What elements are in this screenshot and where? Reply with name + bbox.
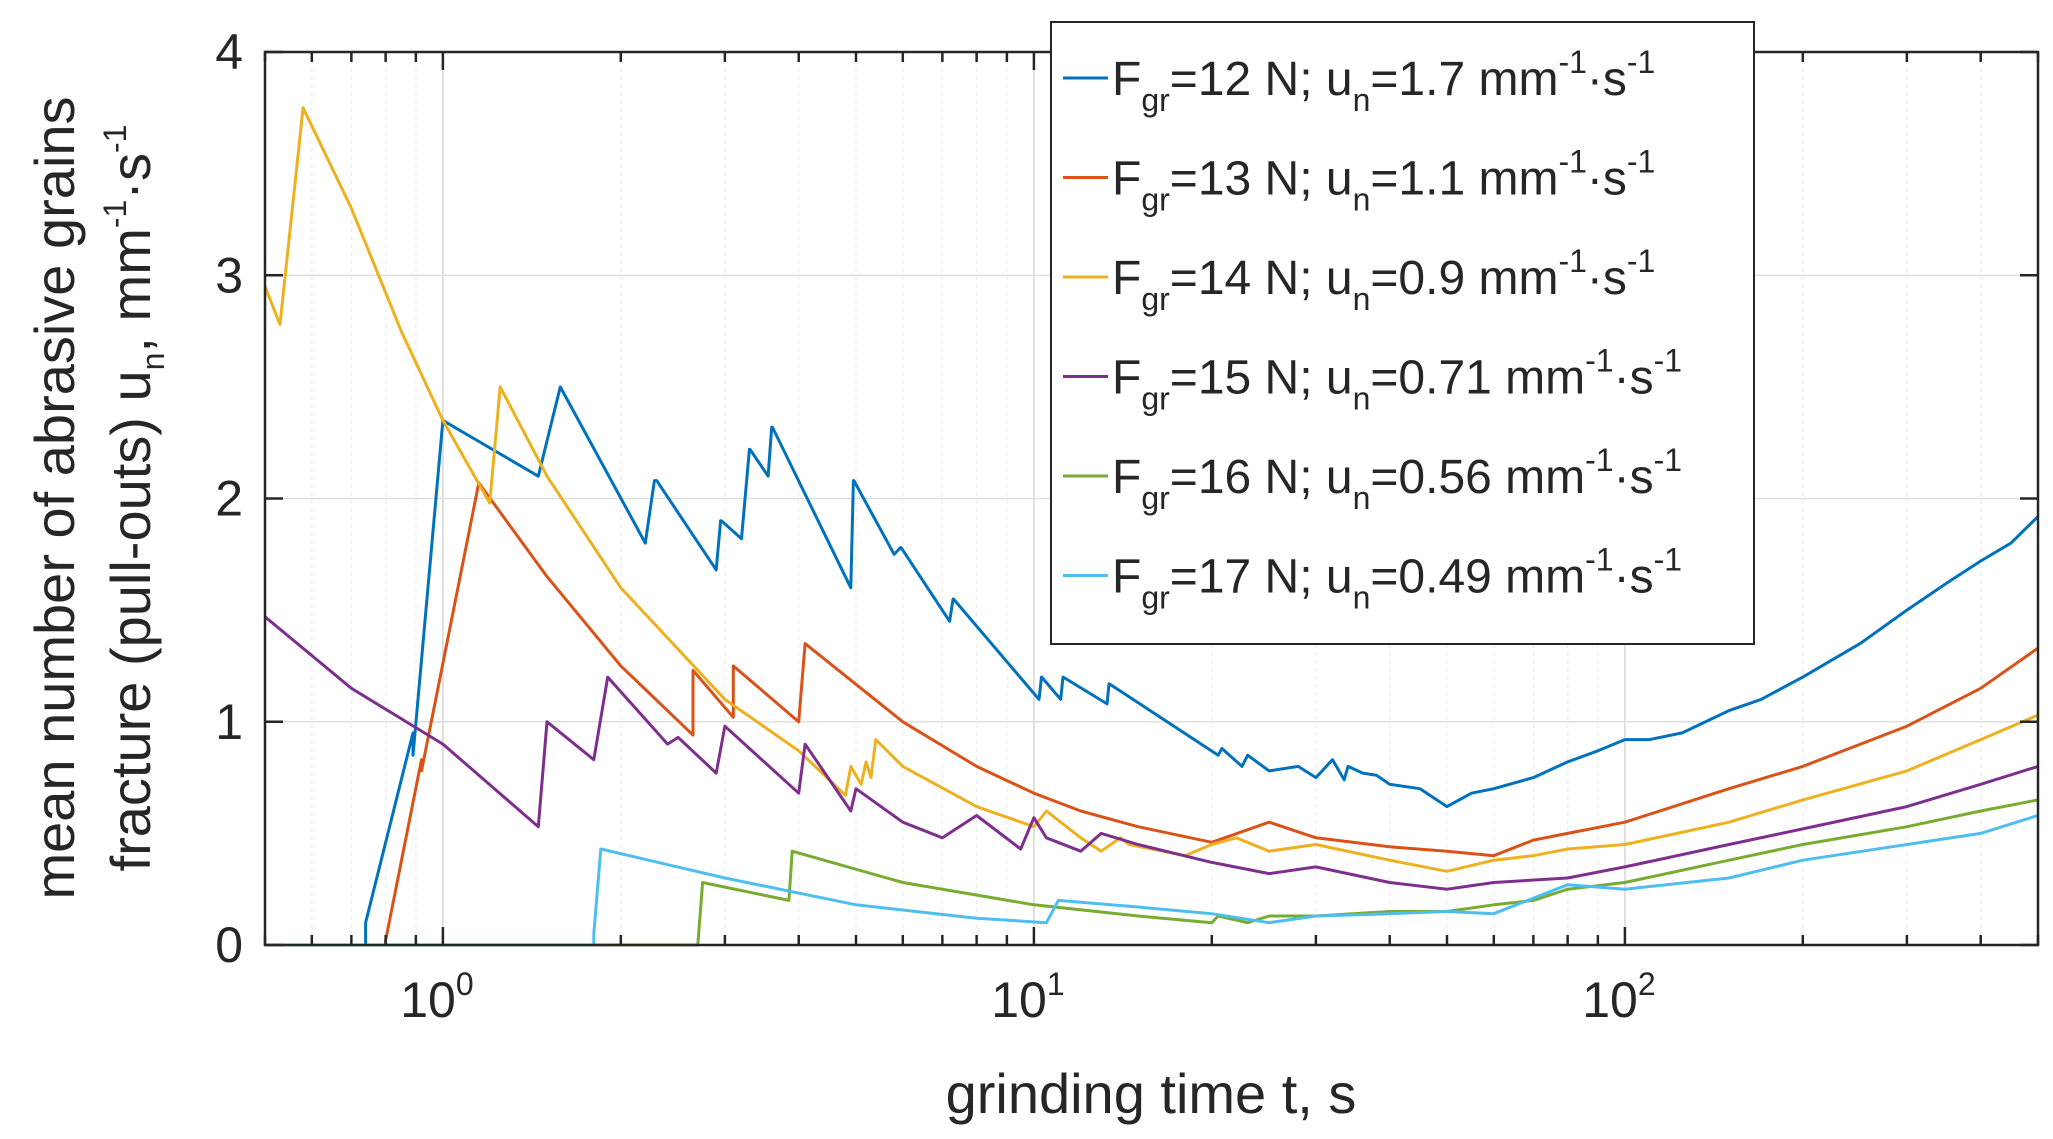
y-tick-label: 4 bbox=[215, 24, 243, 80]
y-axis-label: mean number of abrasive grains bbox=[23, 96, 86, 899]
y-axis-label-2: fracture (pull-outs) un, mm-1·s-1 bbox=[97, 125, 171, 872]
legend-item: Fgr=15 N; un=0.71 mm-1·s-1 bbox=[1063, 343, 1682, 417]
y-tick-label: 0 bbox=[215, 917, 243, 973]
legend-item: Fgr=14 N; un=0.9 mm-1·s-1 bbox=[1063, 243, 1655, 317]
legend-label: Fgr=15 N; un=0.71 mm-1·s-1 bbox=[1112, 343, 1682, 417]
legend-box bbox=[1050, 21, 1755, 645]
y-axis-label-line2: fracture (pull-outs) un, mm-1·s-1 bbox=[97, 125, 171, 872]
x-tick-labels: 100 101 102 bbox=[400, 966, 1655, 1028]
legend-label: Fgr=12 N; un=1.7 mm-1·s-1 bbox=[1112, 44, 1655, 118]
y-tick-labels: 0 1 2 3 4 bbox=[215, 24, 243, 973]
legend-item: Fgr=12 N; un=1.7 mm-1·s-1 bbox=[1063, 44, 1655, 118]
y-tick-label: 3 bbox=[215, 247, 243, 303]
legend-item: Fgr=17 N; un=0.49 mm-1·s-1 bbox=[1063, 542, 1682, 616]
series-line-5 bbox=[265, 798, 2039, 947]
series-line-1 bbox=[265, 385, 2040, 947]
y-tick-label: 2 bbox=[215, 471, 243, 527]
x-tick-label: 102 bbox=[1582, 966, 1655, 1028]
series-group bbox=[263, 106, 2040, 947]
legend: Fgr=12 N; un=1.7 mm-1·s-1 Fgr=13 N; un=1.… bbox=[1050, 21, 1755, 645]
legend-items: Fgr=12 N; un=1.7 mm-1·s-1 Fgr=13 N; un=1.… bbox=[1063, 44, 1682, 616]
x-tick-label: 100 bbox=[400, 966, 473, 1028]
series-line-3 bbox=[263, 106, 2039, 873]
y-tick-label: 1 bbox=[215, 694, 243, 750]
legend-item: Fgr=16 N; un=0.56 mm-1·s-1 bbox=[1063, 442, 1682, 516]
legend-label: Fgr=14 N; un=0.9 mm-1·s-1 bbox=[1112, 243, 1655, 317]
legend-label: Fgr=13 N; un=1.1 mm-1·s-1 bbox=[1112, 144, 1655, 218]
y-axis-label-line1: mean number of abrasive grains bbox=[23, 96, 86, 899]
x-axis-label: grinding time t, s bbox=[946, 1062, 1357, 1125]
x-tick-label: 101 bbox=[991, 966, 1064, 1028]
series-line-6 bbox=[265, 814, 2039, 947]
legend-item: Fgr=13 N; un=1.1 mm-1·s-1 bbox=[1063, 144, 1655, 218]
series-line-2 bbox=[265, 481, 2039, 947]
legend-label: Fgr=16 N; un=0.56 mm-1·s-1 bbox=[1112, 442, 1682, 516]
series-line-4 bbox=[264, 615, 2039, 891]
legend-label: Fgr=17 N; un=0.49 mm-1·s-1 bbox=[1112, 542, 1682, 616]
